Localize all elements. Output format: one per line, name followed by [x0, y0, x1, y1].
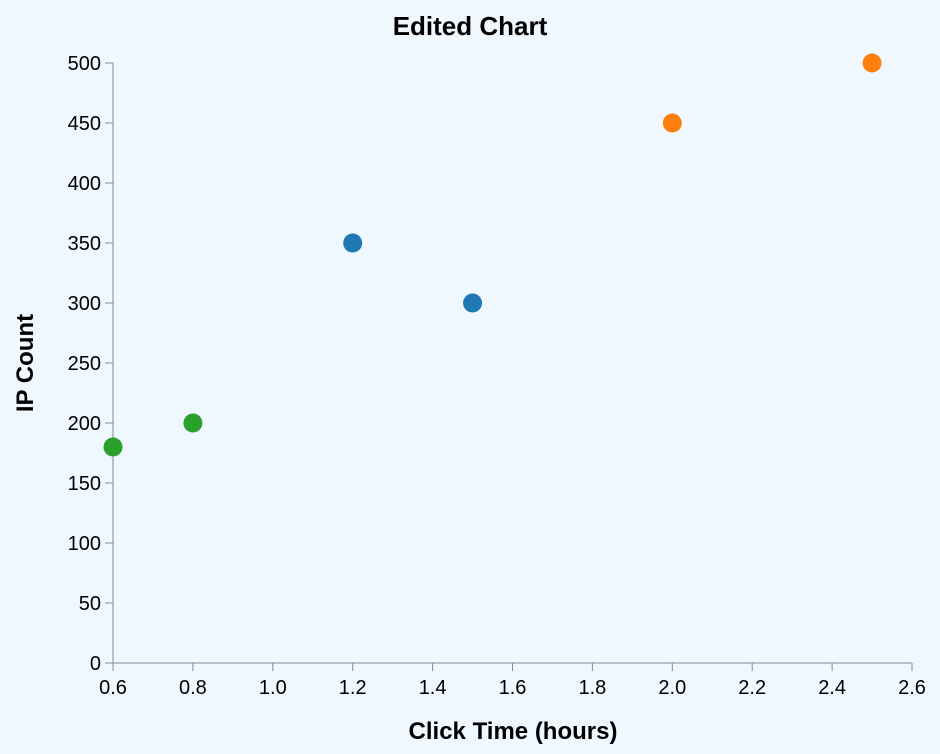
y-axis: 0 50 100 150 200 250 300 350 400 450 500 — [68, 53, 114, 675]
data-point — [662, 113, 682, 133]
x-tick-label: 2.2 — [738, 677, 766, 699]
x-tick-label: 1.2 — [339, 677, 367, 699]
x-tick-label: 2.6 — [898, 677, 926, 699]
y-tick-label: 50 — [79, 593, 101, 615]
data-point — [103, 437, 123, 457]
y-axis-title: IP Count — [12, 314, 39, 412]
y-tick-label: 400 — [68, 173, 101, 195]
data-point — [343, 233, 363, 253]
x-tick-label: 2.4 — [818, 677, 846, 699]
data-point — [463, 293, 483, 313]
y-tick-label: 0 — [90, 653, 101, 675]
y-tick-label: 250 — [68, 353, 101, 375]
data-point — [183, 413, 203, 433]
x-tick-label: 2.0 — [658, 677, 686, 699]
x-tick-label: 0.8 — [179, 677, 207, 699]
x-tick-label: 1.6 — [499, 677, 527, 699]
y-tick-label: 450 — [68, 113, 101, 135]
y-tick-label: 100 — [68, 533, 101, 555]
y-tick-label: 300 — [68, 293, 101, 315]
y-tick-label: 200 — [68, 413, 101, 435]
x-axis-title: Click Time (hours) — [409, 718, 618, 745]
data-points — [103, 53, 882, 457]
chart-title: Edited Chart — [393, 11, 548, 41]
data-point — [862, 53, 882, 73]
y-tick-label: 350 — [68, 233, 101, 255]
x-tick-label: 0.6 — [99, 677, 127, 699]
x-tick-label: 1.0 — [259, 677, 287, 699]
x-tick-label: 1.4 — [419, 677, 447, 699]
y-tick-label: 500 — [68, 53, 101, 75]
y-tick-label: 150 — [68, 473, 101, 495]
x-axis: 0.6 0.8 1.0 1.2 1.4 1.6 1.8 2.0 2.2 2.4 2.6 — [99, 662, 926, 699]
x-tick-label: 1.8 — [578, 677, 606, 699]
